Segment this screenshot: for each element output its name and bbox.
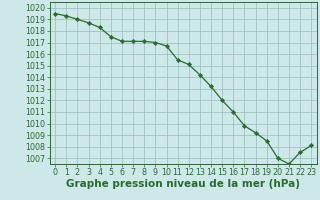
X-axis label: Graphe pression niveau de la mer (hPa): Graphe pression niveau de la mer (hPa) [66,179,300,189]
